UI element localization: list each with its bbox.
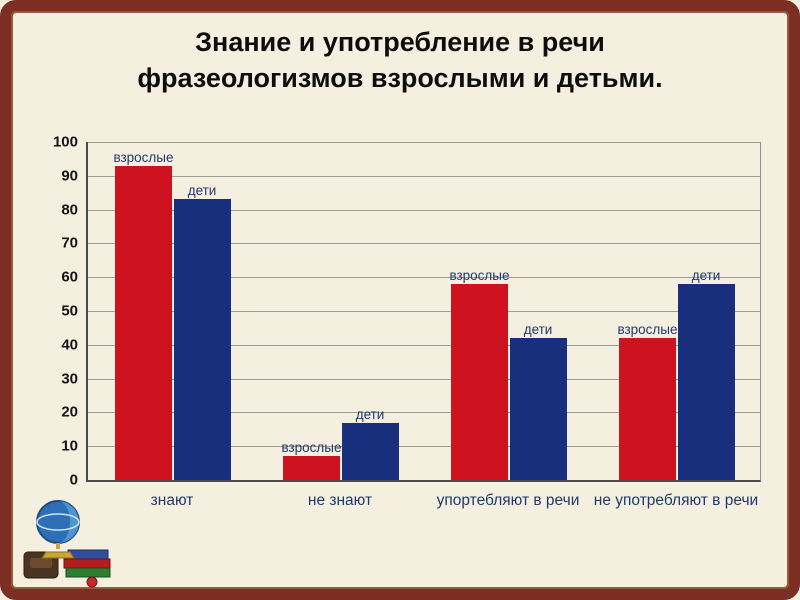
x-axis-labels: знают не знают упортебляют в речи не употре…	[88, 482, 760, 511]
y-tick-label: 10	[61, 437, 78, 455]
series-label: дети	[691, 267, 721, 283]
series-label: дети	[355, 406, 385, 422]
bar	[341, 422, 399, 480]
bar	[450, 283, 508, 480]
title-line-1: Знание и употребление в речи	[195, 27, 605, 57]
bar-with-label: взрослые	[449, 267, 510, 480]
series-label: взрослые	[449, 267, 510, 283]
bar	[282, 456, 340, 480]
bar-group: взрослые дети	[592, 142, 760, 480]
bar-groups: взрослые дети взрослые дети взрослые дети взро…	[88, 142, 760, 480]
bar-chart: 0 10 20 30 40 50 60 70 80 90 100 взрослые дети взрос…	[46, 134, 764, 511]
book-icon	[63, 558, 111, 569]
gridline	[88, 344, 760, 346]
bar	[173, 199, 231, 480]
bar	[509, 338, 567, 480]
y-tick-label: 0	[69, 471, 78, 489]
y-tick-label: 50	[61, 302, 78, 320]
y-tick-label: 60	[61, 268, 78, 286]
y-tick-label: 90	[61, 167, 78, 185]
series-label: взрослые	[281, 440, 342, 456]
bar-with-label: дети	[509, 322, 567, 480]
series-label: взрослые	[617, 322, 678, 338]
y-tick-label: 30	[61, 370, 78, 388]
globe-books-clipart	[23, 500, 111, 588]
bar-with-label: дети	[341, 406, 399, 480]
bag-pocket	[30, 558, 52, 568]
gridline	[88, 209, 760, 211]
category-label: не знают	[307, 492, 373, 509]
book-icon	[65, 567, 111, 578]
gridline	[88, 311, 760, 312]
category-label: не употребляют в речи	[593, 492, 759, 509]
gridline	[88, 412, 760, 414]
y-tick-label: 40	[61, 336, 78, 354]
category-label: знают	[150, 492, 194, 509]
gridline	[88, 142, 760, 143]
category-label: упортебляют в речи	[436, 492, 580, 509]
series-label: взрослые	[113, 149, 174, 165]
page-title: Знание и употребление в речи фразеологиз…	[0, 24, 800, 97]
gridline	[88, 277, 760, 279]
series-label: дети	[187, 183, 217, 199]
globe-meridian	[36, 513, 80, 531]
y-tick-label: 20	[61, 403, 78, 421]
y-tick-label: 100	[52, 133, 78, 151]
y-axis-ticks: 0 10 20 30 40 50 60 70 80 90 100	[46, 134, 86, 489]
bar-with-label: взрослые	[281, 440, 342, 480]
globe-base	[41, 551, 75, 559]
bar	[618, 338, 676, 480]
bar-group: взрослые дети	[88, 142, 256, 480]
gridline	[88, 446, 760, 448]
globe-highlight	[58, 501, 79, 543]
title-line-2: фразеологизмов взрослыми и детьми.	[137, 63, 663, 94]
gridline	[88, 378, 760, 380]
bar	[114, 165, 172, 480]
bar-group: взрослые дети	[424, 142, 592, 480]
gridline	[88, 243, 760, 245]
plot-area: взрослые дети взрослые дети взрослые дети взро…	[86, 142, 761, 482]
gridline	[88, 175, 760, 177]
bar-with-label: дети	[677, 267, 735, 480]
bar-with-label: взрослые	[113, 149, 174, 480]
bar-group: взрослые дети	[256, 142, 424, 480]
bar	[677, 283, 735, 480]
y-tick-label: 80	[61, 201, 78, 219]
y-tick-label: 70	[61, 234, 78, 252]
bar-with-label: дети	[173, 183, 231, 480]
series-label: дети	[523, 322, 553, 338]
bar-with-label: взрослые	[617, 322, 678, 480]
ball-icon	[86, 576, 98, 588]
